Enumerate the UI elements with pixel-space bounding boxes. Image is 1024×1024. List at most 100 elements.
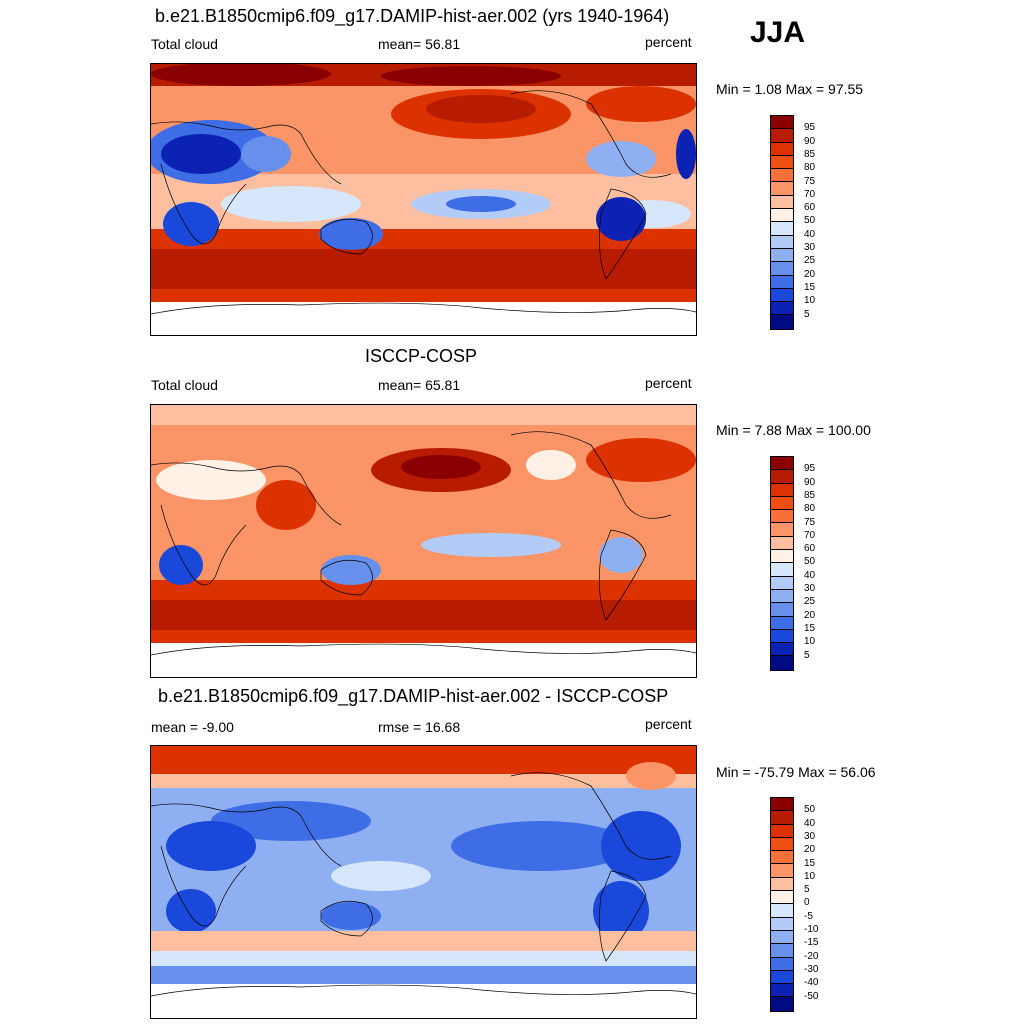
colorbar-tick-label: 70 [804,529,816,541]
colorbar-swatch [771,970,793,985]
colorbar-tick-label: 75 [804,516,816,528]
colorbar-swatch [771,837,793,852]
colorbar-tick-label: 40 [804,228,816,240]
colorbar-swatch [771,864,793,878]
colorbar-tick-label: 20 [804,268,816,280]
colorbar-tick-label: 80 [804,503,816,515]
colorbar-swatch [771,656,793,670]
colorbar-tick-label: 30 [804,583,816,594]
panel-1-minmax: Min = 1.08 Max = 97.55 [716,81,864,97]
colorbar-swatch [771,483,793,497]
colorbar-swatch [771,877,793,892]
panel-3-mean-label: mean = -9.00 [151,719,234,735]
colorbar-swatch [771,302,793,316]
colorbar-tick-label: 50 [804,215,816,227]
panel-1-title: b.e21.B1850cmip6.f09_g17.DAMIP-hist-aer.… [155,6,670,26]
colorbar-swatch [771,563,793,577]
colorbar-swatch [771,235,793,249]
colorbar-swatch [771,182,793,196]
colorbar-swatch [771,904,793,918]
colorbar-swatch [771,944,793,958]
colorbar-tick-label: 75 [804,175,816,187]
panel-3-title: b.e21.B1850cmip6.f09_g17.DAMIP-hist-aer.… [158,686,669,706]
colorbar-swatch [771,930,793,945]
colorbar-tick-label: 20 [804,609,816,621]
colorbar-swatch [771,550,793,564]
colorbar-tick-label: 25 [804,255,816,267]
panel-1-mean-label: mean= 56.81 [378,36,461,52]
colorbar-swatch [771,116,793,130]
colorbar-tick-label: -30 [804,963,819,975]
colorbar-tick-label: 40 [804,817,816,829]
colorbar-swatch [771,523,793,537]
colorbar-tick-label: 15 [804,281,816,293]
colorbar-swatch [771,536,793,551]
colorbar-swatch [771,851,793,865]
colorbar-swatch [771,248,793,263]
colorbar-swatch [771,169,793,183]
colorbar-swatch [771,589,793,604]
colorbar-tick-label: 10 [804,870,816,882]
colorbar-swatch [771,315,793,329]
panel-3-rmse-label: rmse = 16.68 [378,719,461,735]
colorbar-swatch [771,129,793,143]
colorbar-tick-label: -15 [804,937,819,949]
panel-1-left-label: Total cloud [151,36,218,52]
panel-2-map [150,404,697,678]
colorbar-tick-label: 10 [804,295,816,307]
colorbar-tick-label: 60 [804,543,816,555]
colorbar-tick-label: -10 [804,924,819,935]
colorbar-tick-label: -20 [804,950,819,962]
colorbar-tick-label: 20 [804,844,816,856]
colorbar-swatch [771,917,793,931]
panel-2-minmax: Min = 7.88 Max = 100.00 [716,422,871,438]
colorbar-swatch [771,275,793,289]
colorbar-swatch [771,470,793,484]
panel-2-units-label: percent [645,375,692,391]
colorbar-swatch [771,576,793,590]
colorbar-tick-label: 30 [804,830,816,842]
panel-1-map [150,63,697,336]
colorbar-tick-label: 85 [804,489,816,501]
colorbar-swatch [771,957,793,971]
colorbar-swatch [771,798,793,812]
panel-3-minmax: Min = -75.79 Max = 56.06 [716,764,876,780]
colorbar-tick-label: 15 [804,622,816,634]
panel-3-units-label: percent [645,716,692,732]
panel-2-colorbar [770,456,794,671]
colorbar-swatch [771,629,793,644]
colorbar-tick-label: 95 [804,463,816,475]
colorbar-tick-label: 50 [804,556,816,568]
panel-1-colorbar [770,115,794,330]
colorbar-swatch [771,643,793,657]
panel-1-units-label: percent [645,34,692,50]
colorbar-tick-label: -50 [804,990,819,1002]
panel-2-title: ISCCP-COSP [365,346,478,366]
colorbar-tick-label: 5 [804,308,810,320]
colorbar-tick-label: 0 [804,897,810,909]
colorbar-swatch [771,891,793,905]
panel-3-colorbar [770,797,794,1012]
colorbar-swatch [771,496,793,511]
colorbar-swatch [771,457,793,471]
colorbar-tick-label: 5 [804,649,810,661]
colorbar-tick-label: 10 [804,636,816,648]
colorbar-tick-label: -5 [804,910,813,922]
colorbar-tick-label: 15 [804,857,816,869]
colorbar-tick-label: 85 [804,148,816,160]
colorbar-swatch [771,142,793,156]
colorbar-swatch [771,209,793,223]
colorbar-tick-label: 90 [804,135,816,147]
colorbar-swatch [771,811,793,825]
panel-2-mean-label: mean= 65.81 [378,377,461,393]
colorbar-swatch [771,616,793,630]
colorbar-tick-label: 60 [804,202,816,214]
colorbar-swatch [771,984,793,998]
colorbar-swatch [771,155,793,170]
colorbar-swatch [771,997,793,1011]
colorbar-tick-label: 80 [804,162,816,174]
colorbar-swatch [771,603,793,617]
colorbar-tick-label: 5 [804,884,810,896]
colorbar-swatch [771,195,793,210]
colorbar-tick-label: 30 [804,242,816,253]
